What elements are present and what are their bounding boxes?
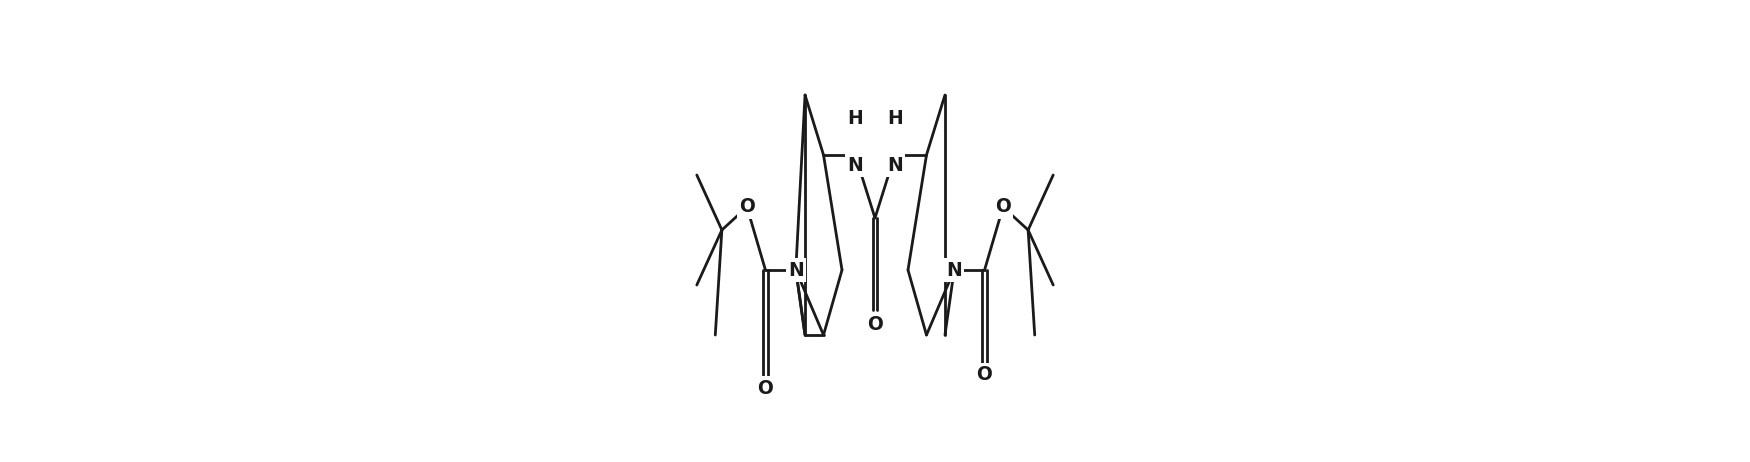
Text: O: O (977, 365, 992, 384)
Text: O: O (996, 197, 1011, 217)
Text: H: H (847, 109, 863, 128)
Text: H: H (887, 109, 903, 128)
Text: O: O (866, 316, 884, 334)
Text: N: N (788, 261, 803, 280)
Text: N: N (947, 261, 963, 280)
Text: N: N (887, 156, 903, 175)
Text: N: N (847, 156, 863, 175)
Text: O: O (758, 378, 774, 397)
Text: O: O (738, 197, 754, 217)
